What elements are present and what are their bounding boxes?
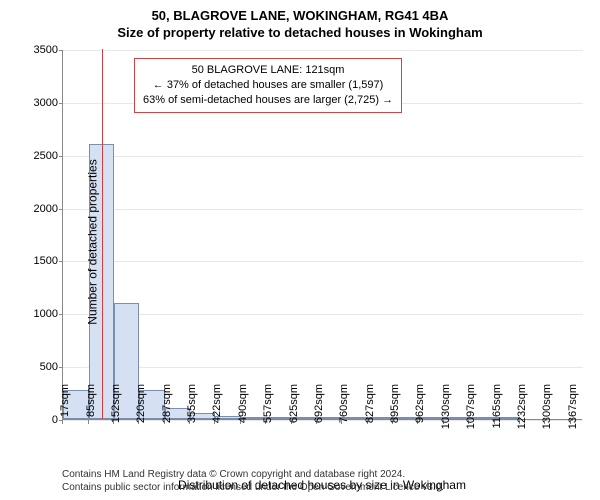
y-tick-label: 3500 bbox=[18, 44, 58, 56]
y-tick-label: 1000 bbox=[18, 308, 58, 320]
chart-area: Number of detached properties Distributi… bbox=[62, 50, 582, 420]
chart-title: 50, BLAGROVE LANE, WOKINGHAM, RG41 4BA bbox=[0, 0, 600, 23]
y-tick-label: 0 bbox=[18, 414, 58, 426]
x-tick-label: 287sqm bbox=[161, 384, 173, 434]
y-tick-label: 3000 bbox=[18, 97, 58, 109]
x-tick-label: 1097sqm bbox=[465, 384, 477, 434]
grid-line bbox=[63, 156, 583, 157]
y-tick-mark bbox=[59, 50, 63, 51]
x-tick-label: 490sqm bbox=[237, 384, 249, 434]
y-axis-label: Number of detached properties bbox=[86, 159, 100, 324]
info-box: 50 BLAGROVE LANE: 121sqm ← 37% of detach… bbox=[134, 58, 402, 113]
info-line-1: 50 BLAGROVE LANE: 121sqm bbox=[143, 63, 393, 78]
chart-container: 50, BLAGROVE LANE, WOKINGHAM, RG41 4BA S… bbox=[0, 0, 600, 500]
y-tick-label: 2000 bbox=[18, 203, 58, 215]
grid-line bbox=[63, 314, 583, 315]
x-tick-label: 760sqm bbox=[338, 384, 350, 434]
grid-line bbox=[63, 50, 583, 51]
x-tick-label: 692sqm bbox=[313, 384, 325, 434]
x-tick-label: 895sqm bbox=[389, 384, 401, 434]
x-tick-label: 557sqm bbox=[262, 384, 274, 434]
y-tick-label: 500 bbox=[18, 361, 58, 373]
x-tick-label: 625sqm bbox=[288, 384, 300, 434]
property-marker-line bbox=[102, 49, 103, 419]
x-tick-label: 1300sqm bbox=[541, 384, 553, 434]
x-tick-label: 422sqm bbox=[211, 384, 223, 434]
y-tick-label: 2500 bbox=[18, 150, 58, 162]
y-tick-mark bbox=[59, 314, 63, 315]
info-line-3: 63% of semi-detached houses are larger (… bbox=[143, 93, 393, 108]
y-tick-mark bbox=[59, 367, 63, 368]
grid-line bbox=[63, 261, 583, 262]
y-tick-mark bbox=[59, 209, 63, 210]
x-tick-label: 1232sqm bbox=[516, 384, 528, 434]
x-tick-label: 962sqm bbox=[414, 384, 426, 434]
x-tick-label: 1165sqm bbox=[491, 384, 503, 434]
y-tick-mark bbox=[59, 103, 63, 104]
footer-line-2: Contains public sector information licen… bbox=[62, 481, 444, 494]
y-tick-mark bbox=[59, 261, 63, 262]
x-tick-label: 1030sqm bbox=[440, 384, 452, 434]
y-tick-label: 1500 bbox=[18, 255, 58, 267]
grid-line bbox=[63, 209, 583, 210]
x-tick-label: 85sqm bbox=[85, 384, 97, 434]
info-line-2: ← 37% of detached houses are smaller (1,… bbox=[143, 78, 393, 93]
chart-subtitle: Size of property relative to detached ho… bbox=[0, 23, 600, 40]
x-tick-label: 827sqm bbox=[364, 384, 376, 434]
x-tick-label: 17sqm bbox=[59, 384, 71, 434]
footer-attribution: Contains HM Land Registry data © Crown c… bbox=[62, 468, 444, 494]
footer-line-1: Contains HM Land Registry data © Crown c… bbox=[62, 468, 444, 481]
x-tick-label: 1367sqm bbox=[567, 384, 579, 434]
x-tick-label: 355sqm bbox=[186, 384, 198, 434]
x-tick-label: 152sqm bbox=[110, 384, 122, 434]
y-tick-mark bbox=[59, 156, 63, 157]
grid-line bbox=[63, 367, 583, 368]
x-tick-label: 220sqm bbox=[135, 384, 147, 434]
